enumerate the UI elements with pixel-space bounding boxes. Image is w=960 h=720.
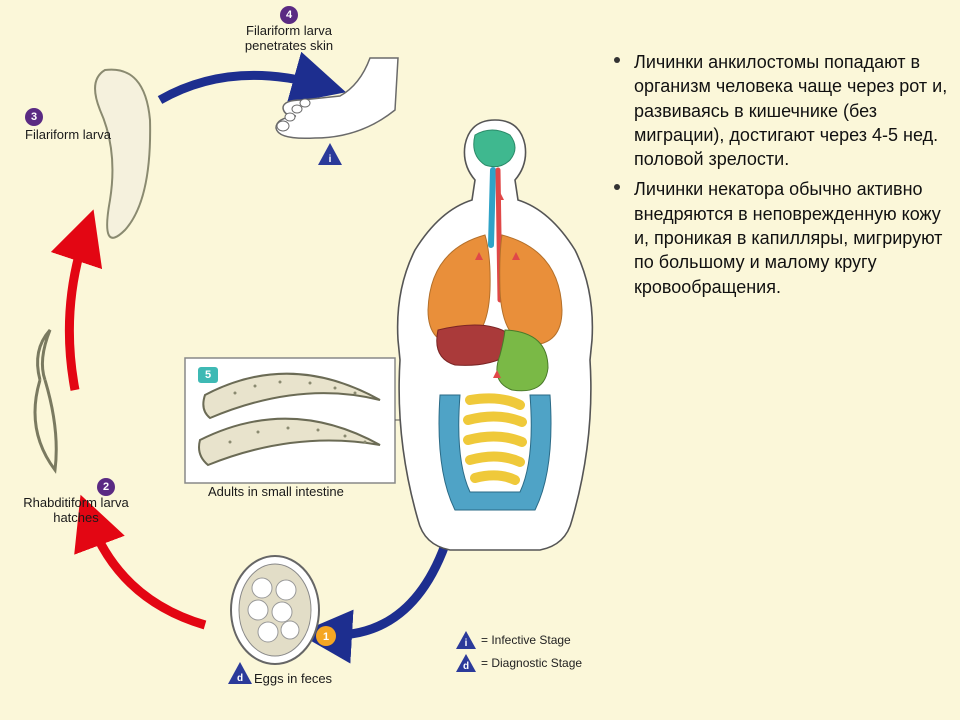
text-panel: Личинки анкилостомы попадают в организм …: [614, 50, 950, 305]
stage5-badge: 5: [198, 367, 218, 383]
svg-text:1: 1: [323, 631, 329, 643]
stage3-badge: 3: [25, 108, 43, 126]
legend-diagnostic: d = Diagnostic Stage: [455, 653, 586, 673]
svg-text:i: i: [465, 638, 468, 649]
stage5-label: Adults in small intestine: [208, 485, 344, 500]
bullet-dot-icon: [614, 184, 620, 190]
svg-text:d: d: [237, 673, 243, 684]
stage4-label: Filariform larva penetrates skin: [214, 24, 364, 54]
bullet-1: Личинки анкилостомы попадают в организм …: [614, 50, 950, 171]
bullet-2-text: Личинки некатора обычно активно внедряют…: [634, 177, 950, 298]
legend: i = Infective Stage d = Diagnostic Stage: [455, 630, 586, 676]
stage3-label: Filariform larva: [25, 128, 135, 143]
legend-infective: i = Infective Stage: [455, 630, 586, 650]
svg-text:d: d: [463, 661, 469, 672]
stage2-label: Rhabditiform larva hatches: [6, 496, 146, 526]
svg-text:i: i: [329, 154, 332, 165]
bullet-2: Личинки некатора обычно активно внедряют…: [614, 177, 950, 298]
stage3-group: 3 Filariform larva: [25, 108, 135, 143]
egg-illustration: [231, 556, 319, 664]
stage2-group: 2 Rhabditiform larva hatches: [6, 478, 146, 526]
bullet-dot-icon: [614, 57, 620, 63]
stage2-badge: 2: [97, 478, 115, 496]
stage5-badge-wrap: 5: [198, 365, 218, 383]
bullet-1-text: Личинки анкилостомы попадают в организм …: [634, 50, 950, 171]
stage1-label: Eggs in feces: [254, 672, 332, 687]
stage4-badge: 4: [280, 6, 298, 24]
stage4-group: 4 Filariform larva penetrates skin: [214, 6, 364, 54]
